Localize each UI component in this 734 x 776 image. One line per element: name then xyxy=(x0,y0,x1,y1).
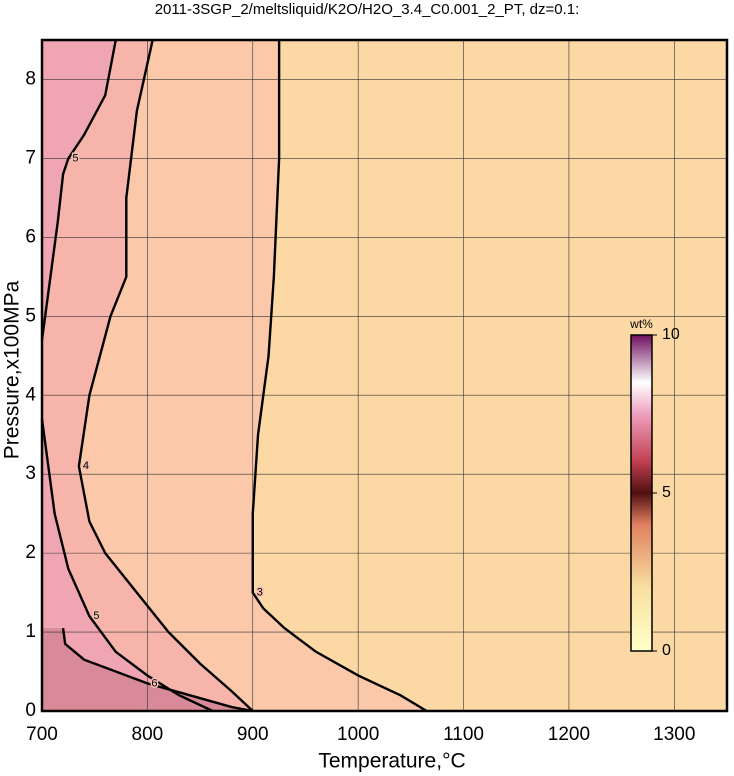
contour-fill xyxy=(42,418,213,711)
x-tick-label: 1300 xyxy=(653,724,695,745)
y-tick-label: 8 xyxy=(25,68,36,89)
contour-line xyxy=(61,627,253,713)
y-tick-label: 0 xyxy=(25,700,36,721)
y-tick-label: 1 xyxy=(25,621,36,642)
colorbar-tick-label: 0 xyxy=(662,642,671,659)
x-axis-label: Temperature,°C xyxy=(318,750,465,773)
contour-fill xyxy=(42,40,116,340)
y-tick-label: 7 xyxy=(25,147,36,168)
y-tick-label: 3 xyxy=(25,463,36,484)
contour-label: 5 xyxy=(72,152,78,164)
contour-fill xyxy=(42,40,427,711)
contour-line xyxy=(251,40,428,713)
colorbar-tick-label: 10 xyxy=(662,326,680,343)
contour-label: 5 xyxy=(93,610,99,622)
chart-title: 2011-3SGP_2/meltsliquid/K2O/H2O_3.4_C0.0… xyxy=(155,1,580,18)
colorbar-label: wt% xyxy=(629,317,653,331)
y-tick-label: 5 xyxy=(25,305,36,326)
contour-line xyxy=(77,39,254,712)
colorbar xyxy=(630,334,653,652)
y-tick-label: 6 xyxy=(25,226,36,247)
y-tick-label: 4 xyxy=(25,384,36,405)
plot-frame xyxy=(40,38,729,713)
contour-label: 4 xyxy=(83,460,89,472)
contour-line xyxy=(40,39,214,713)
x-tick-label: 700 xyxy=(26,724,58,745)
x-tick-label: 900 xyxy=(237,724,269,745)
contour-label: 3 xyxy=(257,586,263,598)
contour-fill xyxy=(42,40,253,711)
x-tick-label: 1200 xyxy=(548,724,590,745)
contour-label: 6 xyxy=(151,677,157,689)
x-tick-label: 1100 xyxy=(443,724,484,745)
contour-fill xyxy=(42,628,253,711)
y-tick-label: 2 xyxy=(25,542,36,563)
y-axis-label: Pressure,x100MPa xyxy=(1,280,24,459)
x-tick-label: 800 xyxy=(132,724,164,745)
x-tick-label: 1000 xyxy=(337,724,379,745)
colorbar-tick-label: 5 xyxy=(662,484,671,501)
